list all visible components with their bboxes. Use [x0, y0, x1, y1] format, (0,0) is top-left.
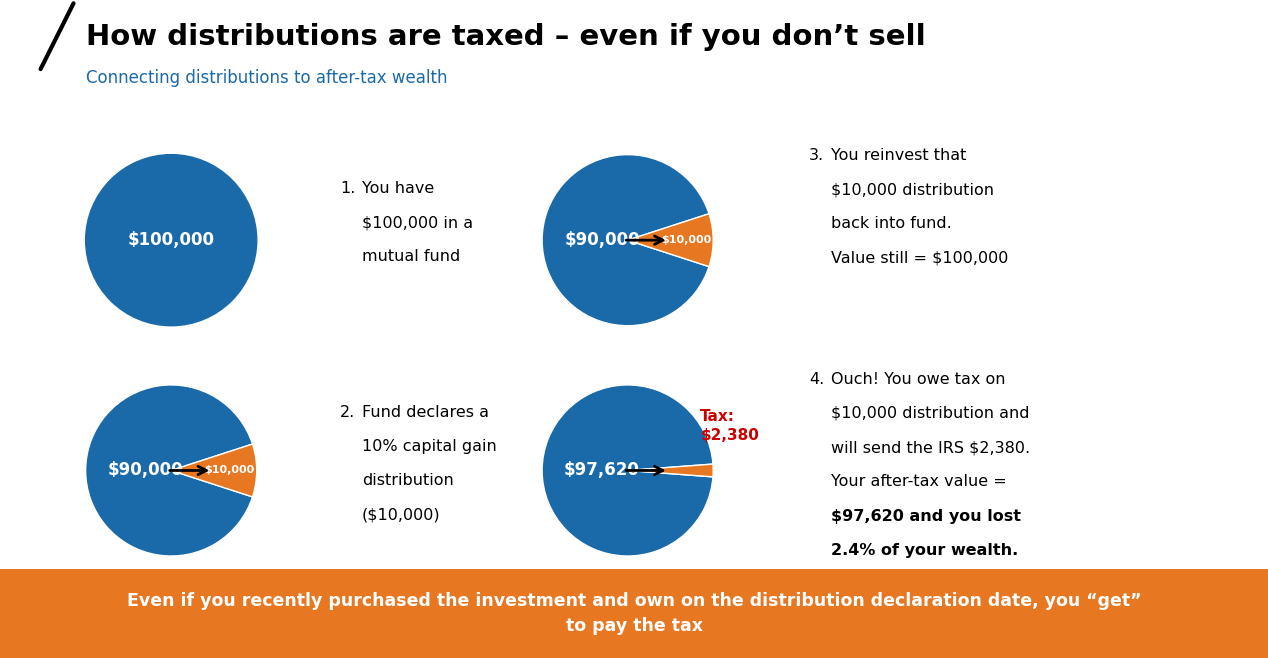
Wedge shape — [86, 385, 252, 556]
Text: Tax:
$2,380: Tax: $2,380 — [700, 409, 760, 443]
Text: Fund declares a: Fund declares a — [361, 405, 489, 420]
Bar — [0, 569, 1268, 658]
Text: How distributions are taxed – even if you don’t sell: How distributions are taxed – even if yo… — [86, 23, 926, 51]
Text: $100,000 in a: $100,000 in a — [361, 215, 473, 230]
Text: Value still = $100,000: Value still = $100,000 — [831, 251, 1008, 266]
Text: 2.4% of your wealth.: 2.4% of your wealth. — [831, 543, 1018, 558]
Text: You reinvest that: You reinvest that — [831, 148, 966, 163]
Text: $10,000 distribution: $10,000 distribution — [831, 182, 994, 197]
Text: will send the IRS $2,380.: will send the IRS $2,380. — [831, 440, 1030, 455]
Wedge shape — [171, 444, 256, 497]
Text: 3.: 3. — [809, 148, 824, 163]
Text: $90,000: $90,000 — [564, 231, 640, 249]
Text: $100,000: $100,000 — [128, 231, 214, 249]
Text: $10,000: $10,000 — [204, 465, 255, 476]
Text: $10,000: $10,000 — [661, 235, 711, 245]
Text: Even if you recently purchased the investment and own on the distribution declar: Even if you recently purchased the inves… — [127, 592, 1141, 635]
Text: Your after-tax value =: Your after-tax value = — [831, 474, 1007, 490]
FancyArrowPatch shape — [626, 467, 663, 474]
Wedge shape — [628, 214, 713, 266]
Text: Connecting distributions to after-tax wealth: Connecting distributions to after-tax we… — [86, 69, 448, 87]
Text: $90,000: $90,000 — [108, 461, 184, 480]
Text: back into fund.: back into fund. — [831, 216, 952, 232]
Text: $10,000 distribution and: $10,000 distribution and — [831, 406, 1030, 421]
Text: 2.: 2. — [340, 405, 355, 420]
Text: $97,620: $97,620 — [564, 461, 640, 480]
Text: mutual fund: mutual fund — [361, 249, 460, 265]
Text: 4.: 4. — [809, 372, 824, 387]
Text: distribution: distribution — [361, 473, 454, 488]
Wedge shape — [628, 464, 713, 477]
Text: 1.: 1. — [340, 181, 355, 196]
Text: ($10,000): ($10,000) — [361, 507, 440, 522]
Text: $97,620 and you lost: $97,620 and you lost — [831, 509, 1021, 524]
Wedge shape — [543, 385, 713, 556]
FancyArrowPatch shape — [170, 467, 207, 474]
Text: 10% capital gain: 10% capital gain — [361, 439, 497, 454]
Text: You have: You have — [361, 181, 434, 196]
Text: Ouch! You owe tax on: Ouch! You owe tax on — [831, 372, 1006, 387]
Wedge shape — [543, 155, 709, 326]
FancyArrowPatch shape — [626, 236, 663, 244]
Circle shape — [86, 155, 256, 326]
